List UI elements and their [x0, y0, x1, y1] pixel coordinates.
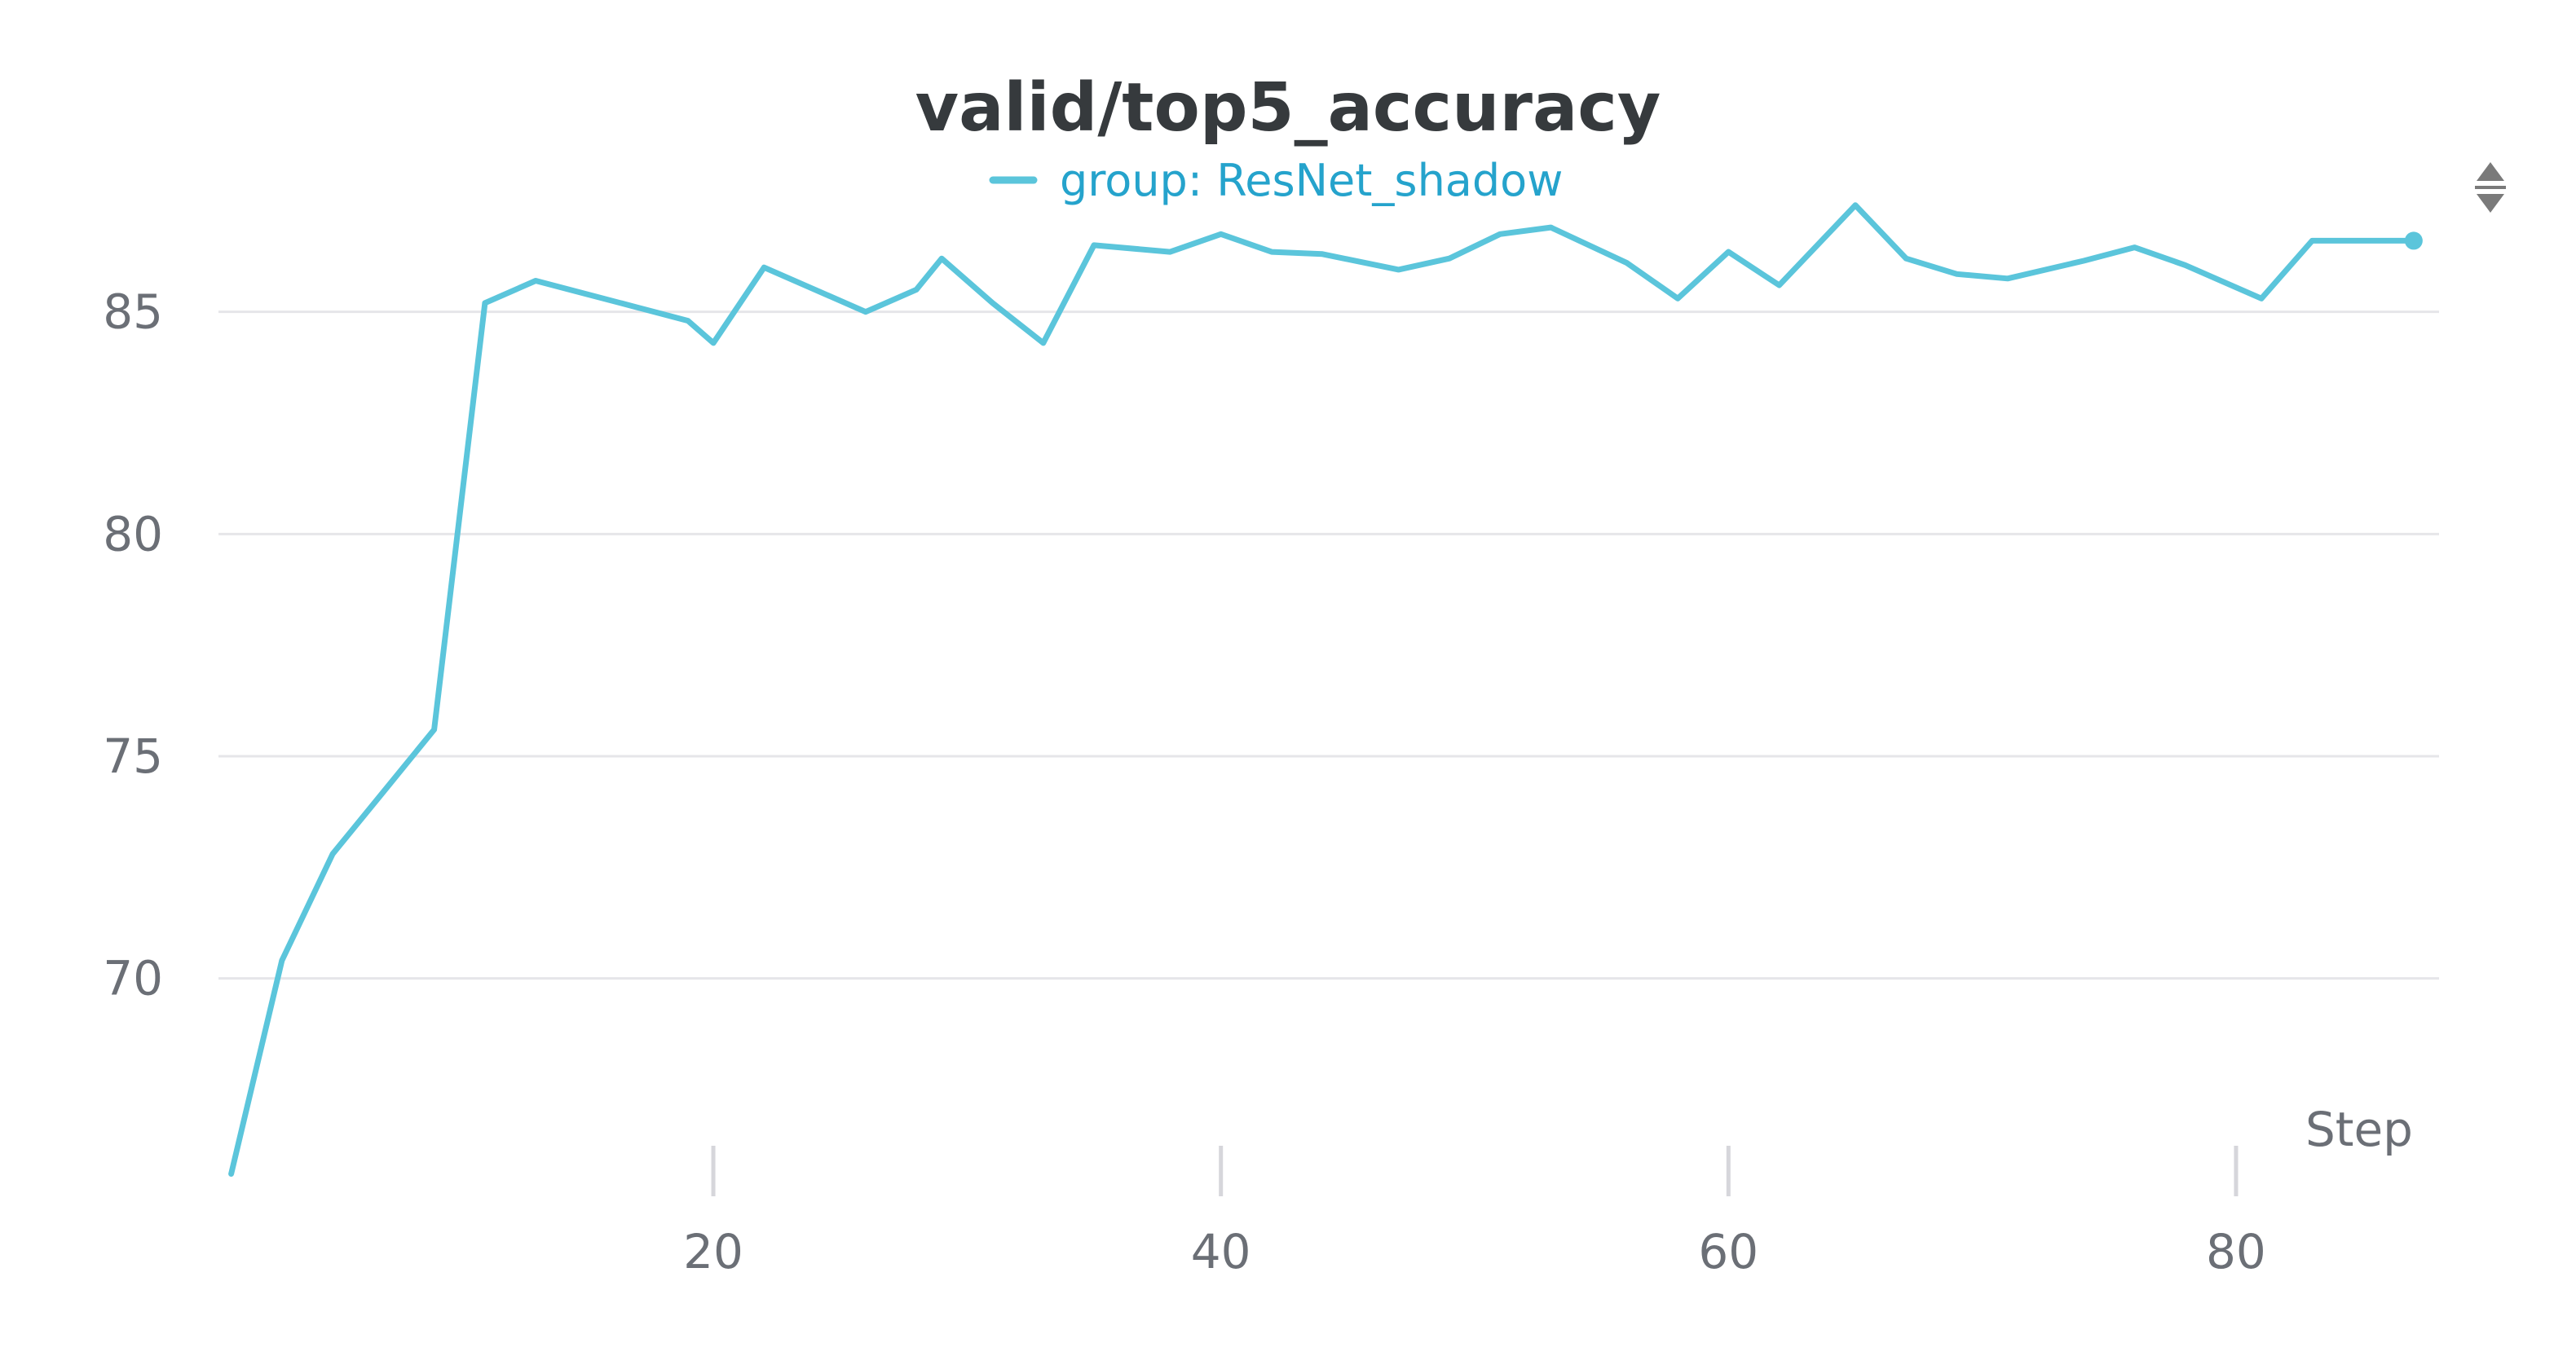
sort-up-arrow-icon[interactable] — [2477, 162, 2504, 181]
x-axis-label: Step — [2305, 1102, 2413, 1157]
legend[interactable]: group: ResNet_shadow — [989, 155, 1563, 206]
x-tick-label: 40 — [1191, 1224, 1251, 1279]
y-tick-label: 75 — [103, 729, 163, 784]
x-tick-label: 60 — [1698, 1224, 1758, 1279]
series-layer — [228, 202, 2423, 1177]
chart-title: valid/top5_accuracy — [915, 69, 1661, 147]
x-tick-label: 20 — [683, 1224, 743, 1279]
y-tick-label: 70 — [103, 951, 163, 1006]
x-tick-label: 80 — [2206, 1224, 2266, 1279]
y-tick-label: 80 — [103, 506, 163, 561]
sort-button[interactable] — [2475, 162, 2506, 213]
series-line — [228, 202, 2417, 1177]
x-axis-ticks: 20 40 60 80 — [683, 1146, 2266, 1279]
y-tick-label: 85 — [103, 284, 163, 340]
y-axis-ticks: 70 75 80 85 — [103, 284, 163, 1006]
series-last-point — [2404, 231, 2423, 250]
sort-down-arrow-icon[interactable] — [2477, 194, 2504, 213]
legend-label: group: ResNet_shadow — [1060, 155, 1563, 206]
grid-lines — [218, 310, 2439, 980]
